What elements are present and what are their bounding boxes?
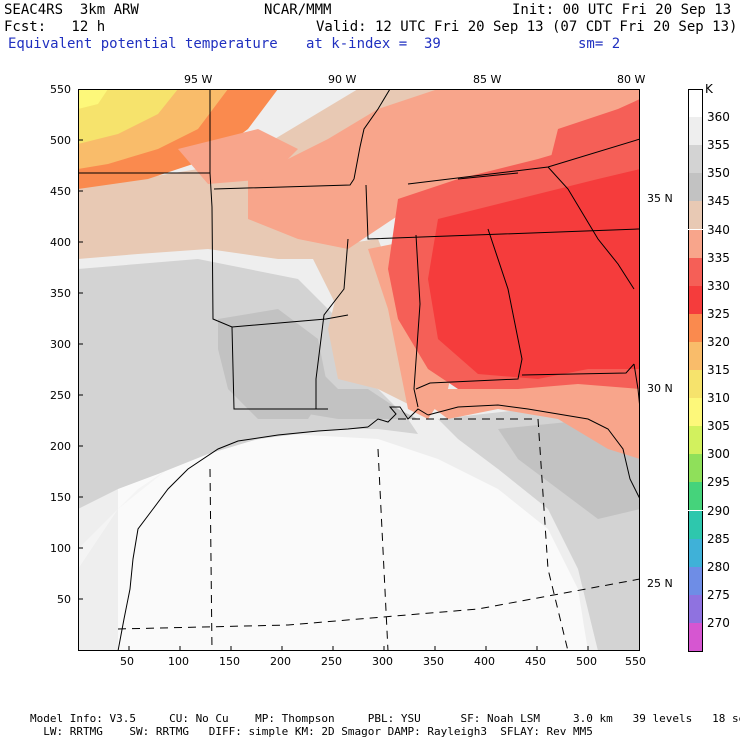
x-tick: 150 [219,655,240,668]
colorbar-level-label: 290 [707,503,730,518]
field-360 [118,434,588,651]
offshore-boundaries [117,418,640,651]
colorbar-cell [688,426,703,455]
lat-label-35n: 35 N [647,192,673,205]
x-tick: 300 [372,655,393,668]
colorbar-cell [688,173,703,202]
forecast-hour: Fcst: 12 h [4,19,106,35]
colorbar-level-label: 335 [707,250,730,265]
colorbar-level-label: 305 [707,419,730,434]
colorbar-level-label: 360 [707,110,730,125]
y-tick: 350 [50,287,71,300]
colorbar-cell [688,89,703,119]
model-info-line2: LW: RRTMG SW: RRTMG DIFF: simple KM: 2D … [30,725,593,738]
x-tick: 450 [525,655,546,668]
colorbar-level-label: 285 [707,531,730,546]
x-tick: 400 [474,655,495,668]
lon-tick-95w: 95 W [184,73,213,86]
colorbar-cell [688,454,703,483]
valid-time: Valid: 12 UTC Fri 20 Sep 13 (07 CDT Fri … [316,19,738,35]
field-345-la [228,359,418,419]
colorbar-cell [688,538,703,567]
x-tick: 550 [625,655,646,668]
colorbar-cell [688,201,703,230]
level-index: at k-index = 39 [306,36,441,52]
model-title: SEAC4RS 3km ARW [4,2,139,18]
lat-label-25n: 25 N [647,577,673,590]
x-tick: 200 [270,655,291,668]
colorbar-level-label: 280 [707,559,730,574]
colorbar-level-label: 340 [707,222,730,237]
theta-e-map [78,89,640,651]
field-335-coast [408,379,640,459]
y-tick: 500 [50,134,71,147]
y-tick: 150 [50,491,71,504]
field-name: Equivalent potential temperature [8,36,278,52]
lon-tick-90w: 90 W [328,73,357,86]
colorbar-level-label: 315 [707,363,730,377]
center-label: NCAR/MMM [264,2,332,18]
field-335-north [248,89,640,249]
colorbar-cell [688,145,703,174]
model-info-line1: Model Info: V3.5 CU: No Cu MP: Thompson … [30,712,740,725]
y-tick: 100 [50,542,71,555]
x-tick: 250 [321,655,342,668]
lon-tick-80w: 80 W [617,73,646,86]
colorbar-cell [688,594,703,623]
init-time: Init: 00 UTC Fri 20 Sep 13 [512,2,732,18]
colorbar-cell [688,398,703,427]
field-335-nw [178,129,298,184]
x-tick: 50 [120,655,134,668]
colorbar-cell [688,566,703,595]
colorbar-cell [688,285,703,314]
x-tick: 500 [576,655,597,668]
y-tick: 250 [50,389,71,402]
colorbar-cell [688,229,703,258]
colorbar-level-label: 325 [707,306,730,321]
colorbar-cell [688,341,703,370]
lon-tick-85w: 85 W [473,73,502,86]
colorbar-level-label: 310 [707,391,730,406]
colorbar-level-label: 275 [707,587,730,602]
colorbar-cell [688,117,703,146]
x-tick: 350 [423,655,444,668]
colorbar-level-label: 320 [707,334,730,349]
y-tick: 550 [50,83,71,96]
field-310 [78,89,178,144]
field-330-ne [548,99,640,179]
lat-label-30n: 30 N [647,382,673,395]
colorbar-level-label: 270 [707,615,730,630]
y-tick: 400 [50,236,71,249]
field-305 [78,89,108,109]
colorbar-level-label: 330 [707,278,730,293]
colorbar-cell [688,257,703,286]
colorbar-cell [688,482,703,511]
y-tick: 300 [50,338,71,351]
colorbar-unit: K [705,82,713,96]
y-tick: 200 [50,440,71,453]
smoothing-label: sm= 2 [578,36,621,52]
colorbar-level-label: 295 [707,475,730,490]
colorbar-cell [688,370,703,399]
colorbar-cell [688,622,703,652]
colorbar-level-label: 345 [707,194,730,209]
map-frame [78,89,640,651]
y-tick: 50 [57,593,71,606]
colorbar-cell [688,313,703,342]
colorbar-level-label: 350 [707,166,730,181]
colorbar-level-label: 355 [707,138,730,153]
colorbar-level-label: 300 [707,447,730,462]
y-tick: 450 [50,185,71,198]
x-tick: 100 [168,655,189,668]
colorbar-cell [688,510,703,539]
